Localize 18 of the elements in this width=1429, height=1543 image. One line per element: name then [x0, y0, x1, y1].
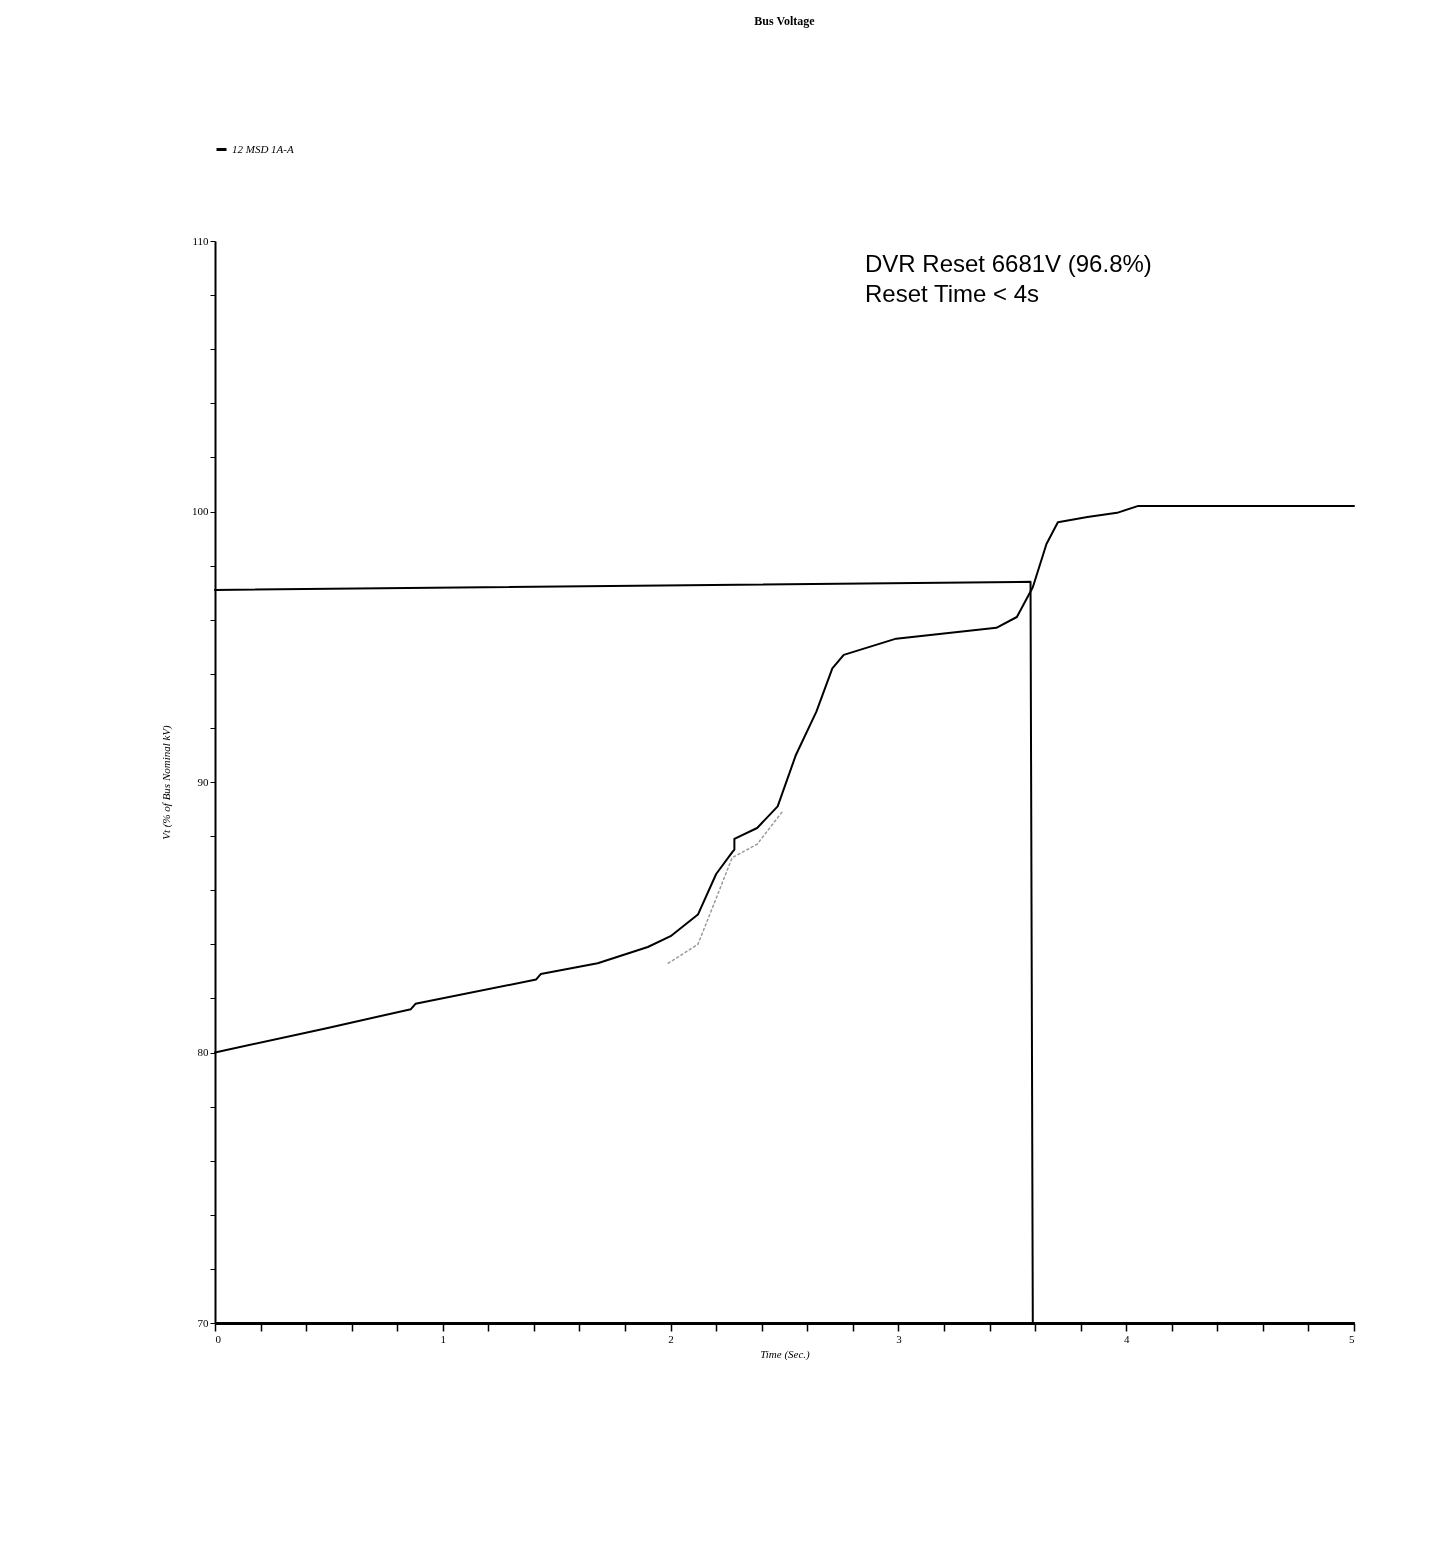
x-tick-label: 3 — [896, 1332, 903, 1345]
line-series — [667, 811, 783, 964]
annotation: DVR Reset 6681V (96.8%) — [865, 250, 1152, 277]
x-tick-label: 5 — [1349, 1332, 1355, 1345]
x-axis-title: Time (Sec.) — [760, 1347, 811, 1361]
x-tick-label: 4 — [1123, 1332, 1130, 1345]
x-tick-label: 0 — [215, 1332, 222, 1345]
legend-label: 12 MSD 1A-A — [232, 142, 294, 155]
y-tick-label: 90 — [197, 775, 209, 788]
x-tick-label: 1 — [440, 1332, 447, 1345]
y-tick-label: 80 — [197, 1046, 209, 1058]
y-tick-label: 100 — [192, 505, 209, 517]
y-tick-label: 70 — [197, 1316, 209, 1329]
x-tick-label: 2 — [668, 1332, 674, 1345]
y-tick-label: 110 — [192, 234, 209, 247]
annotation: Reset Time < 4s — [865, 280, 1040, 307]
chart-title: Bus Voltage — [754, 14, 816, 28]
y-axis-title: Vt (% of Bus Nominal kV) — [160, 724, 173, 840]
